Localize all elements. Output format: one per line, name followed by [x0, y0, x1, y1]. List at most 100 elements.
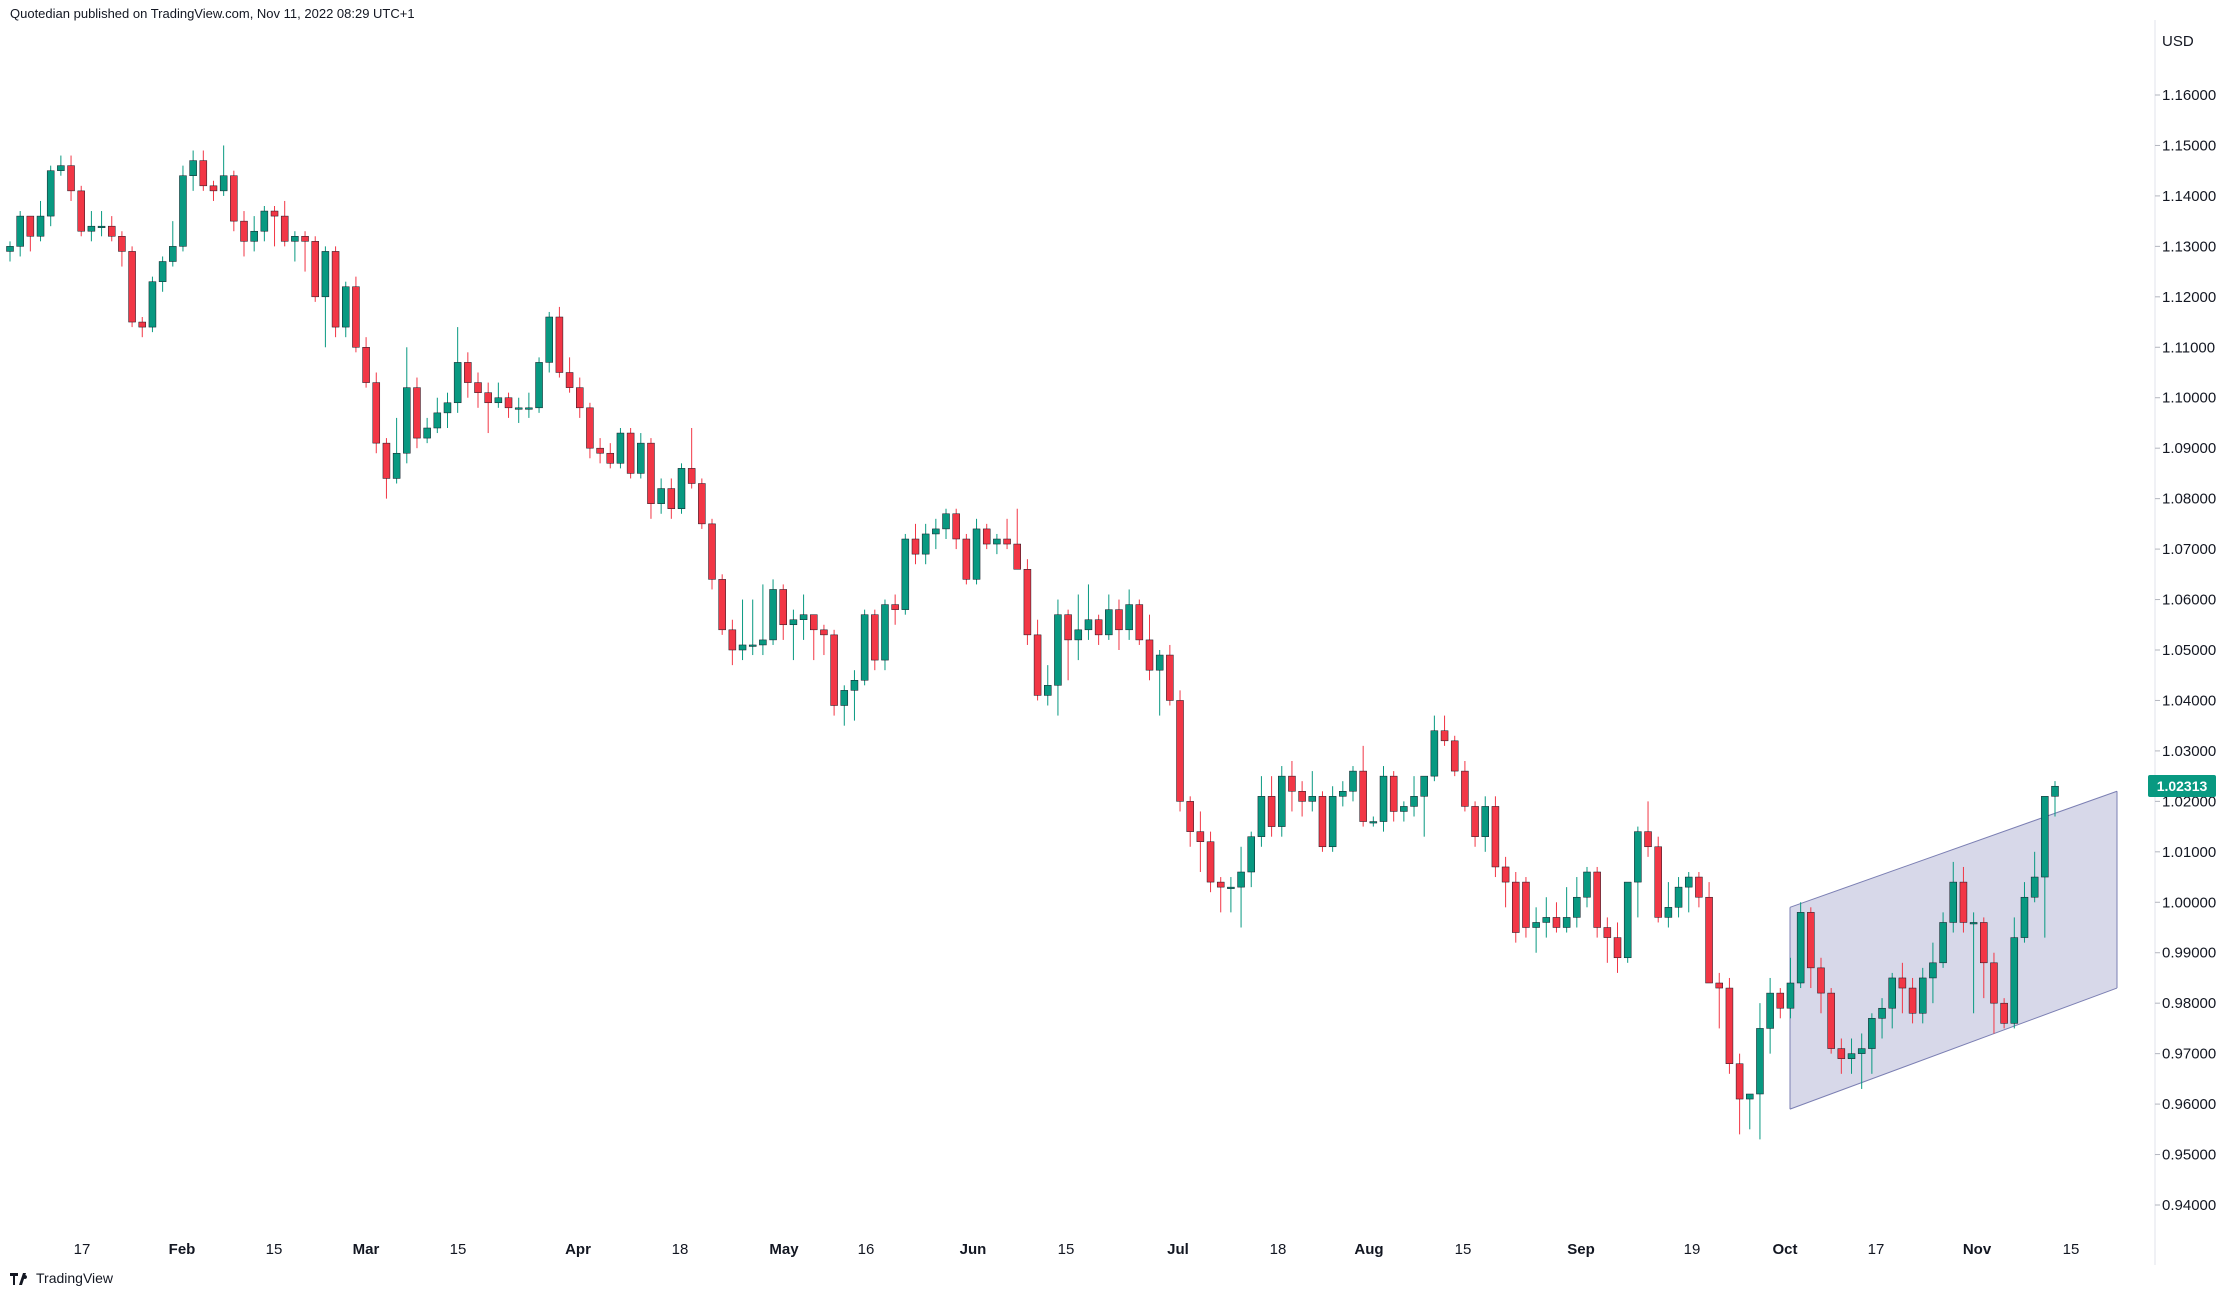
candle: [1013, 508, 1021, 570]
time-tick-label: 15: [1058, 1241, 1075, 1258]
tradingview-logo-icon: [10, 1272, 30, 1285]
candle-body-down: [301, 236, 309, 242]
candle: [1725, 977, 1734, 1074]
candle: [1654, 836, 1662, 923]
candle-body-down: [952, 513, 960, 540]
candle: [708, 518, 716, 590]
candle-body-up: [1623, 881, 1632, 959]
candle: [1491, 796, 1500, 878]
candle-body-down: [1135, 604, 1144, 641]
candle-body-up: [403, 387, 411, 454]
candle-body-up: [1969, 922, 1978, 925]
candle-body-up: [1125, 604, 1133, 631]
candle-body-up: [392, 452, 401, 479]
time-tick-label: Mar: [353, 1241, 380, 1258]
candle: [311, 236, 319, 302]
candle-body-down: [1471, 806, 1479, 837]
candle-body-down: [1695, 876, 1703, 898]
candle-body-up: [158, 261, 167, 282]
candle-body-down: [1807, 912, 1815, 969]
channel-border[interactable]: [1789, 987, 2118, 1110]
candle-body-down: [1613, 937, 1622, 959]
candle: [2000, 998, 2008, 1029]
candle-body-down: [209, 185, 218, 192]
candle: [1440, 715, 1449, 746]
candle: [341, 281, 350, 338]
candle-body-down: [413, 387, 421, 439]
tradingview-footer[interactable]: TradingView: [10, 1270, 113, 1286]
candle-body-up: [1349, 770, 1357, 792]
price-tick-label: 1.00000: [2162, 894, 2216, 911]
candle: [280, 200, 289, 247]
candle-body-down: [1461, 770, 1469, 807]
candle: [1379, 766, 1388, 832]
candle-body-up: [901, 538, 910, 610]
candle-body-up: [46, 170, 55, 217]
candle: [1674, 877, 1683, 918]
price-tick-label: 1.09000: [2162, 440, 2216, 457]
candle-body-up: [494, 397, 503, 404]
price-tick-label: 1.06000: [2162, 592, 2216, 609]
candle-body-up: [881, 604, 889, 661]
candle: [738, 599, 747, 661]
candle: [504, 392, 513, 418]
candle-body-up: [260, 210, 269, 232]
candle: [1623, 881, 1632, 963]
time-axis[interactable]: 17 Feb 15 Mar 15 Apr 18 May 16 Jun 15 Jul 18 Aug 15 Sep…: [74, 1241, 2080, 1258]
candle: [942, 508, 950, 539]
candle-body-down: [1593, 871, 1601, 928]
candle-body-up: [545, 316, 553, 363]
candle: [1084, 584, 1093, 640]
candle-body-down: [1512, 881, 1520, 933]
candle: [189, 150, 197, 191]
candle-body-up: [840, 690, 849, 706]
price-tick-label: 1.11000: [2162, 339, 2215, 356]
candle-body-up: [1583, 871, 1591, 898]
candle: [1501, 856, 1510, 908]
candle: [677, 463, 686, 514]
candle: [1145, 614, 1154, 681]
candle-body-up: [1786, 982, 1795, 1009]
price-tick-label: 1.12000: [2162, 289, 2216, 306]
candle-body-up: [1674, 886, 1683, 908]
candle-body-up: [2010, 937, 2019, 1024]
candle-body-up: [993, 538, 1001, 545]
candle: [2020, 882, 2029, 943]
candle: [57, 155, 65, 176]
candle-body-down: [810, 614, 818, 631]
candle: [1735, 1053, 1744, 1135]
candle-body-down: [1166, 654, 1174, 701]
candle: [982, 523, 991, 550]
candle: [1552, 902, 1561, 933]
candle-body-down: [1033, 634, 1042, 696]
candle-body-down: [138, 321, 147, 328]
candle-body-down: [565, 372, 574, 388]
candle: [250, 216, 258, 252]
candle: [230, 170, 238, 232]
candle: [331, 246, 340, 338]
candle-body-down: [1094, 619, 1103, 636]
candle-body-down: [576, 387, 584, 409]
candle: [423, 417, 431, 444]
candle: [2051, 781, 2059, 817]
parallel-channel[interactable]: [1789, 790, 2118, 1110]
candle-body-down: [891, 604, 899, 610]
candle: [46, 165, 55, 227]
candle-body-down: [1501, 866, 1510, 883]
candle-body-down: [484, 392, 492, 404]
candle: [1949, 861, 1958, 933]
channel-border[interactable]: [1789, 790, 2118, 908]
channel-fill[interactable]: [1790, 791, 2117, 1110]
candle: [199, 150, 208, 191]
time-tick-label: Nov: [1963, 1241, 1992, 1258]
candle-body-down: [555, 316, 564, 373]
candle: [1461, 761, 1469, 812]
time-tick-label: 16: [858, 1241, 875, 1258]
price-axis[interactable]: 1.16000 1.15000 1.14000 1.13000 1.12000 1.110…: [2155, 87, 2216, 1214]
candle-body-down: [1552, 917, 1561, 928]
candle-body-down: [118, 236, 126, 252]
candle: [77, 185, 85, 237]
candle: [2041, 796, 2049, 938]
candle-body-up: [16, 215, 24, 247]
